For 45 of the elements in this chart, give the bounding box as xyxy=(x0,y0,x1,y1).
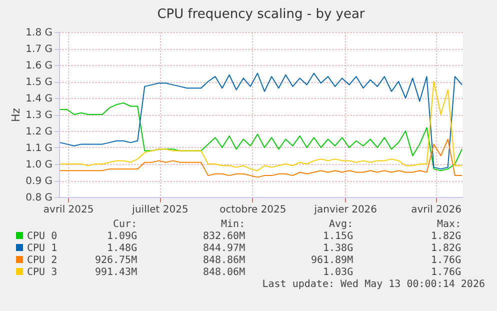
text: 1.48G xyxy=(106,243,138,255)
x-tick-label: janvier 2026 xyxy=(313,204,378,216)
text: 1.82G xyxy=(430,231,462,243)
text: Min: xyxy=(220,219,246,231)
text: Avg: xyxy=(328,219,354,231)
y-tick-label: 1.6 G xyxy=(26,60,52,72)
text: 832.60M xyxy=(202,231,246,243)
x-tick-label: octobre 2025 xyxy=(220,204,286,216)
y-tick-label: 1.3 G xyxy=(26,110,52,121)
text: 1.15G xyxy=(322,231,354,243)
legend-label: CPU 0 xyxy=(26,231,58,243)
y-tick-label: 0.9 G xyxy=(26,176,52,187)
text: 1.82G xyxy=(430,243,462,255)
y-tick-label: 1.2 G xyxy=(26,126,52,138)
text: 926.75M xyxy=(94,255,138,267)
text: 1.03G xyxy=(322,267,354,279)
y-axis-title: Hz xyxy=(10,108,23,122)
y-tick-label: 1.0 G xyxy=(26,160,52,170)
x-tick-label: avril 2025 xyxy=(43,204,94,216)
text: Max: xyxy=(436,219,462,231)
text: 1.76G xyxy=(430,267,462,279)
legend-label: CPU 3 xyxy=(26,267,58,279)
y-tick-label: 1.4 G xyxy=(26,94,52,104)
y-tick-label: 0.8 G xyxy=(26,192,52,204)
text: Last update: Wed May 13 00:00:14 2026 xyxy=(261,279,485,290)
text: 991.43M xyxy=(94,267,138,279)
text: 848.86M xyxy=(202,255,246,267)
y-tick-label: 1.1 G xyxy=(26,143,52,154)
text: 1.76G xyxy=(430,255,462,267)
text: 1.38G xyxy=(322,243,354,255)
x-tick-label: juillet 2025 xyxy=(131,204,188,216)
line-series xyxy=(60,102,462,172)
text: Cur: xyxy=(112,219,138,231)
x-tick-label: avril 2026 xyxy=(411,204,462,216)
chart-title: CPU frequency scaling - by year xyxy=(157,7,366,22)
line-series xyxy=(60,138,462,178)
y-tick-label: 1.8 G xyxy=(26,28,52,38)
legend-label: CPU 1 xyxy=(26,243,58,255)
legend-label: CPU 2 xyxy=(26,255,58,267)
text: 844.97M xyxy=(202,243,246,255)
text: 848.06M xyxy=(202,267,246,279)
text: 1.09G xyxy=(106,231,138,243)
y-tick-label: 1.5 G xyxy=(26,77,52,88)
y-tick-label: 1.7 G xyxy=(26,44,52,55)
text: 961.89M xyxy=(310,255,354,267)
